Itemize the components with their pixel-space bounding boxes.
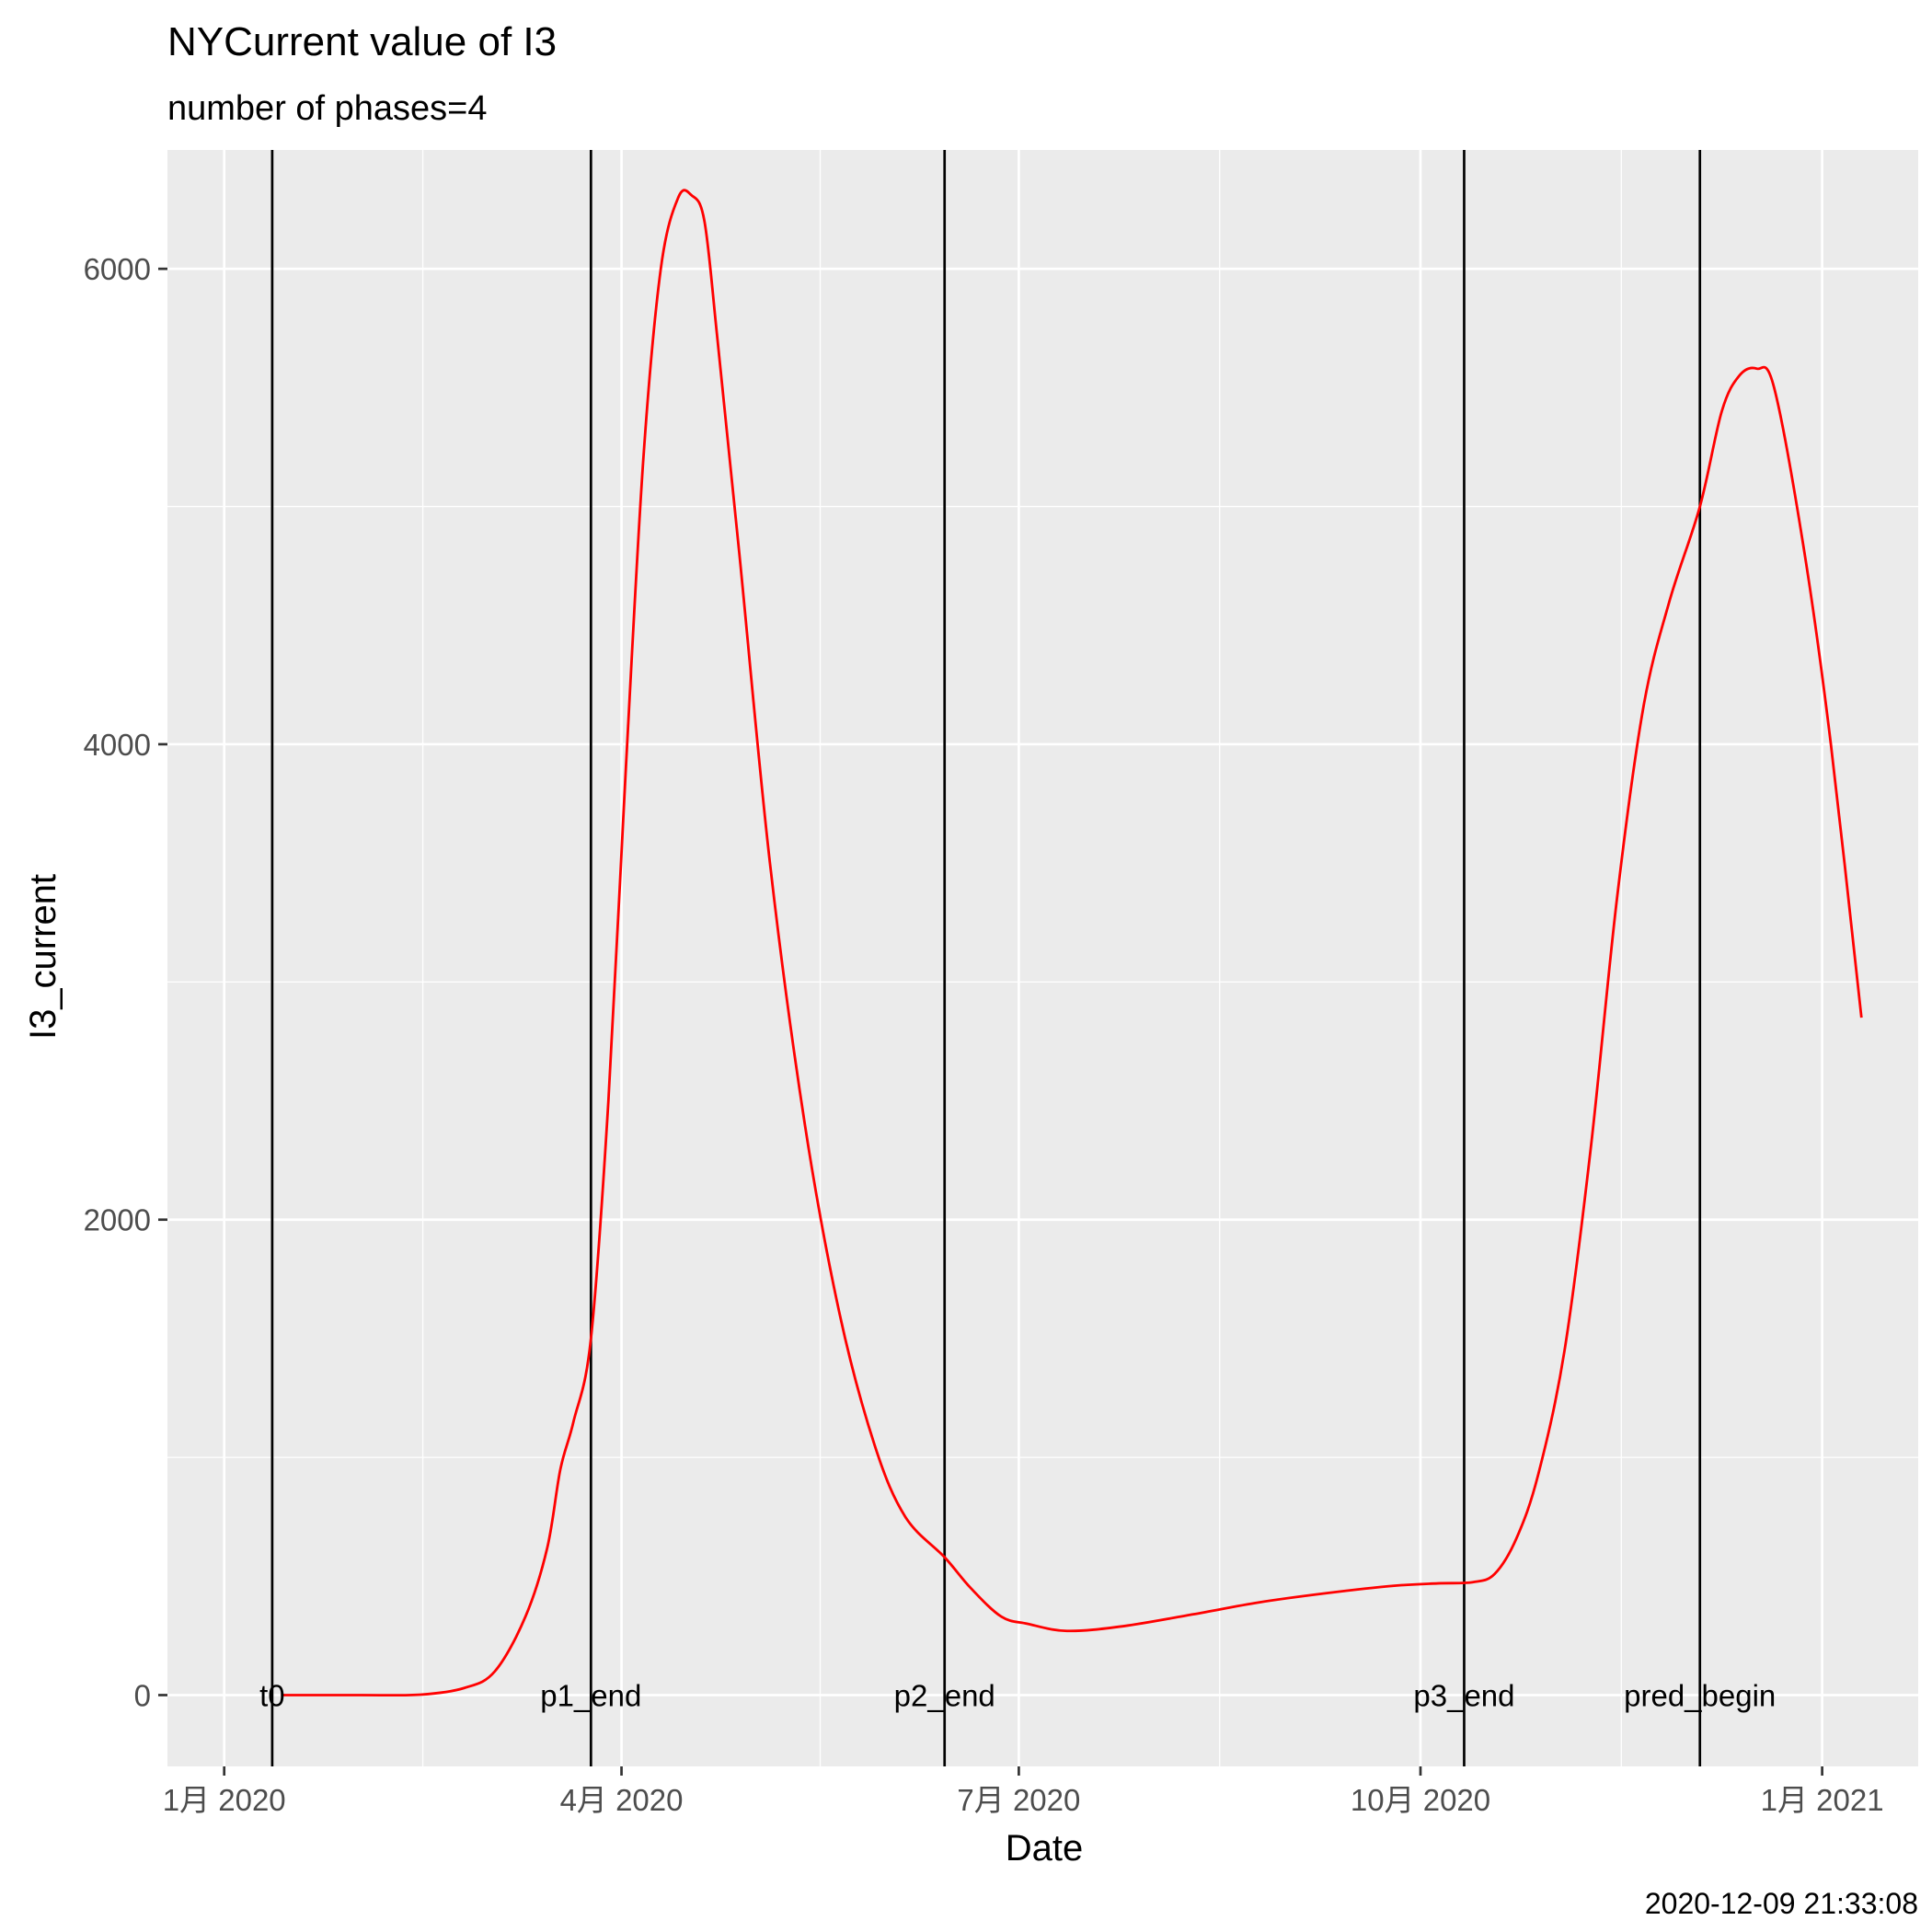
x-tick-label: 10月 2020 — [1351, 1783, 1490, 1817]
y-tick-label: 6000 — [84, 252, 151, 286]
chart-title: NYCurrent value of I3 — [167, 19, 557, 64]
x-tick-label: 1月 2021 — [1761, 1783, 1884, 1817]
chart-subtitle: number of phases=4 — [167, 89, 488, 128]
phase-markers — [270, 150, 1702, 1766]
timestamp-caption: 2020-12-09 21:33:08 — [1645, 1887, 1918, 1920]
series-layer: t0 p1_end p2_end p3_end pred_begin — [259, 189, 1863, 1712]
grid-lines — [167, 150, 1918, 1766]
phase-marker-label: p3_end — [1413, 1678, 1514, 1712]
series-line — [281, 189, 1863, 1697]
y-tick-label: 4000 — [84, 728, 151, 762]
y-tick-label: 2000 — [84, 1203, 151, 1237]
phase-marker-label: t0 — [259, 1678, 285, 1712]
y-axis-title: I3_current — [23, 874, 63, 1040]
phase-marker-label: p2_end — [894, 1678, 995, 1712]
plot-panel — [167, 150, 1918, 1766]
x-tick-label: 4月 2020 — [560, 1783, 684, 1817]
x-tick-label: 1月 2020 — [163, 1783, 286, 1817]
axes: 1月 2020 4月 2020 7月 2020 10月 2020 1月 2021 0 200… — [84, 252, 1884, 1817]
y-tick-label: 0 — [134, 1678, 151, 1712]
x-tick-label: 7月 2020 — [957, 1783, 1080, 1817]
phase-marker-label: pred_begin — [1624, 1678, 1776, 1712]
x-axis-title: Date — [1006, 1828, 1084, 1869]
phase-marker-label: p1_end — [540, 1678, 641, 1712]
